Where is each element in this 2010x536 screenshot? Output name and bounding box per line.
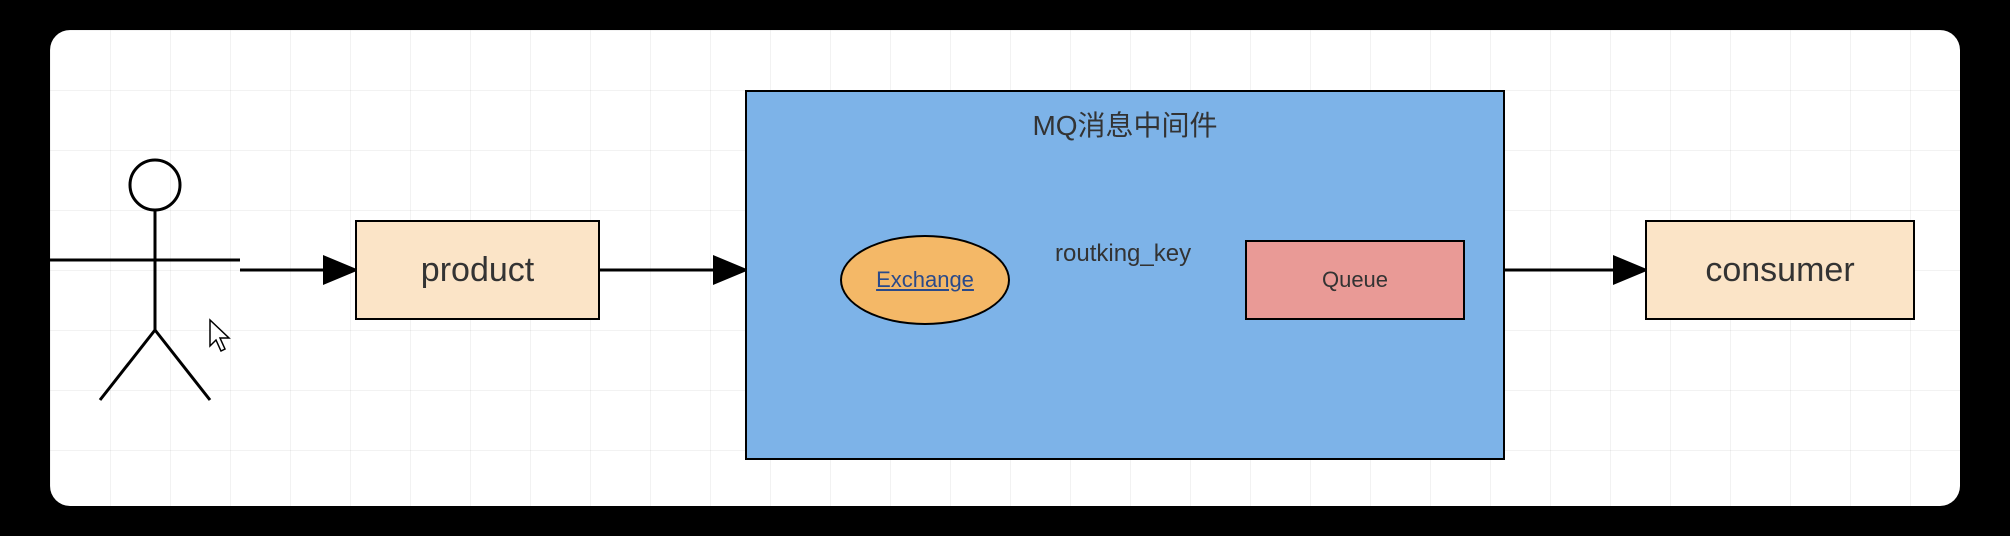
routing-key-label: routking_key: [1055, 240, 1191, 268]
consumer-node: consumer: [1645, 220, 1915, 320]
exchange-label: Exchange: [876, 267, 974, 293]
queue-node: Queue: [1245, 240, 1465, 320]
product-label: product: [421, 251, 534, 290]
diagram-canvas: MQ消息中间件 Exchange Queue product consumer …: [50, 30, 1960, 506]
consumer-label: consumer: [1705, 251, 1854, 290]
product-node: product: [355, 220, 600, 320]
exchange-node: Exchange: [840, 235, 1010, 325]
mq-container-title: MQ消息中间件: [1032, 104, 1217, 144]
actor-icon: [50, 160, 240, 400]
cursor-icon: [210, 320, 229, 351]
queue-label: Queue: [1322, 267, 1388, 293]
